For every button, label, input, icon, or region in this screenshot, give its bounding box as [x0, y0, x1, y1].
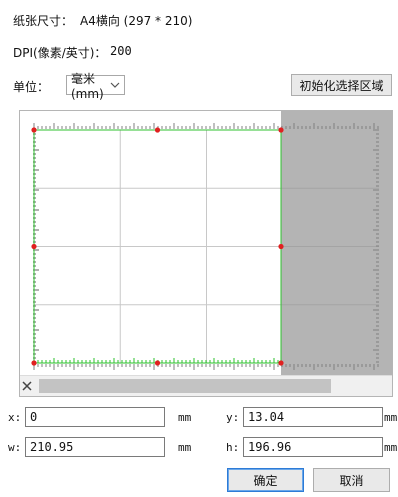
selection-handle[interactable]	[278, 360, 284, 366]
x-input[interactable]	[25, 407, 165, 427]
selection-handle[interactable]	[154, 360, 161, 366]
w-input[interactable]	[25, 437, 165, 457]
horizontal-scrollbar[interactable]	[20, 375, 392, 396]
ok-button[interactable]: 确定	[227, 468, 304, 492]
chevron-down-icon	[110, 82, 120, 88]
w-unit: mm	[178, 441, 192, 454]
y-unit: mm	[384, 411, 398, 424]
cancel-button[interactable]: 取消	[313, 468, 390, 492]
selection-handle[interactable]	[278, 243, 284, 250]
dpi-label: DPI(像素/英寸)：	[13, 46, 107, 60]
unit-select-value: 毫米 (mm)	[71, 71, 104, 101]
x-label: x:	[8, 411, 22, 424]
h-unit: mm	[384, 441, 398, 454]
h-label: h:	[226, 441, 240, 454]
unit-label: 单位：	[13, 80, 50, 94]
y-input[interactable]	[243, 407, 383, 427]
paper-size-label: 纸张尺寸：	[13, 14, 74, 28]
scrollbar-thumb[interactable]	[39, 379, 331, 393]
selection-handle[interactable]	[31, 360, 37, 366]
unit-select[interactable]: 毫米 (mm)	[66, 72, 125, 101]
arrow-right-icon[interactable]	[20, 381, 30, 391]
paper-size-value: A4横向 (297 * 210)	[80, 14, 193, 28]
selection-handle[interactable]	[278, 127, 284, 133]
x-unit: mm	[178, 411, 192, 424]
init-region-button[interactable]: 初始化选择区域	[291, 74, 392, 96]
outside-selection-area	[281, 111, 392, 376]
selection-handle[interactable]	[31, 243, 37, 250]
page-preview-canvas[interactable]	[19, 110, 393, 397]
page-preview[interactable]	[20, 111, 392, 376]
dpi-value: 200	[110, 44, 132, 58]
selection-handle[interactable]	[154, 127, 161, 133]
selection-handle[interactable]	[31, 127, 37, 133]
w-label: w:	[8, 441, 22, 454]
h-input[interactable]	[243, 437, 383, 457]
y-label: y:	[226, 411, 240, 424]
